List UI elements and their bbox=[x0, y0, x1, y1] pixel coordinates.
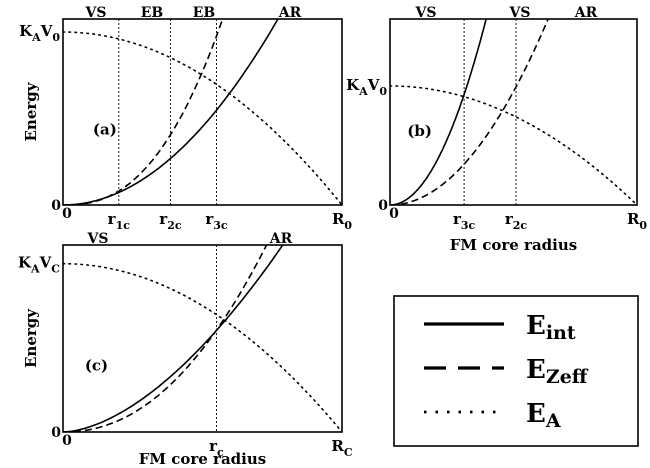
series-solid-line bbox=[390, 19, 487, 205]
series-dashed-line bbox=[63, 19, 224, 205]
region-label: VS bbox=[415, 5, 437, 21]
legend-label: EA bbox=[526, 399, 561, 432]
panel-b: VS VS AR 0 r3c r2c R0 0 KAV0 (b) FM core radius bbox=[346, 5, 647, 254]
series-dotted-line bbox=[390, 85, 637, 205]
x-tick-label: r2c bbox=[505, 210, 528, 232]
panel-label: (a) bbox=[93, 120, 117, 138]
x-tick-label: RC bbox=[331, 437, 352, 459]
y-tick-label: 0 bbox=[51, 425, 61, 441]
panel-c: VS AR 0 rc RC 0 KAVC (c) Energy FM core radius bbox=[18, 231, 353, 468]
legend-label: Eint bbox=[526, 311, 576, 344]
x-axis-label: FM core radius bbox=[139, 450, 266, 468]
y-tick-label: 0 bbox=[51, 198, 61, 214]
series-dotted-line bbox=[63, 31, 342, 205]
plot-frame bbox=[62, 18, 343, 206]
x-tick-label: R0 bbox=[627, 210, 647, 232]
region-label: VS bbox=[87, 231, 109, 247]
x-tick-label: R0 bbox=[332, 210, 352, 232]
y-tick-label: 0 bbox=[378, 198, 388, 214]
panel-label: (b) bbox=[407, 122, 432, 140]
region-label: AR bbox=[278, 5, 302, 21]
region-label: EB bbox=[193, 5, 216, 21]
x-axis-label: FM core radius bbox=[450, 236, 577, 254]
series-solid-line bbox=[63, 19, 279, 205]
series-group bbox=[63, 19, 342, 205]
x-tick-label: r1c bbox=[108, 210, 131, 232]
plot-frame bbox=[62, 244, 343, 433]
x-tick-label: rc bbox=[209, 437, 224, 459]
x-tick-label: r3c bbox=[205, 210, 228, 232]
region-label: EB bbox=[141, 5, 164, 21]
legend: Eint EZeff EA bbox=[393, 295, 639, 447]
panel-label: (c) bbox=[85, 356, 108, 374]
y-tick-label: KAV0 bbox=[346, 76, 387, 98]
series-group bbox=[63, 245, 342, 432]
x-tick-label: 0 bbox=[62, 206, 72, 222]
region-label: AR bbox=[269, 231, 293, 247]
region-label: AR bbox=[574, 5, 598, 21]
series-group bbox=[390, 19, 637, 205]
y-tick-label: KAVC bbox=[18, 254, 60, 276]
y-axis-label: Energy bbox=[22, 81, 40, 141]
series-dashed-line bbox=[63, 245, 268, 432]
region-label: VS bbox=[85, 5, 107, 21]
x-tick-label: 0 bbox=[62, 433, 72, 449]
y-tick-label: KAV0 bbox=[19, 22, 60, 44]
x-tick-label: r2c bbox=[159, 210, 182, 232]
panel-a: VS EB EB AR 0 r1c r2c r3c R0 0 KAV0 (a) Energy bbox=[19, 5, 352, 232]
region-label: VS bbox=[509, 5, 531, 21]
plot-frame bbox=[389, 18, 638, 206]
series-solid-line bbox=[63, 245, 284, 432]
x-tick-label: 0 bbox=[389, 206, 399, 222]
legend-box bbox=[393, 295, 639, 447]
legend-label: EZeff bbox=[526, 355, 589, 388]
x-tick-label: r3c bbox=[453, 210, 476, 232]
series-dashed-line bbox=[390, 19, 550, 205]
y-axis-label: Energy bbox=[22, 308, 40, 368]
